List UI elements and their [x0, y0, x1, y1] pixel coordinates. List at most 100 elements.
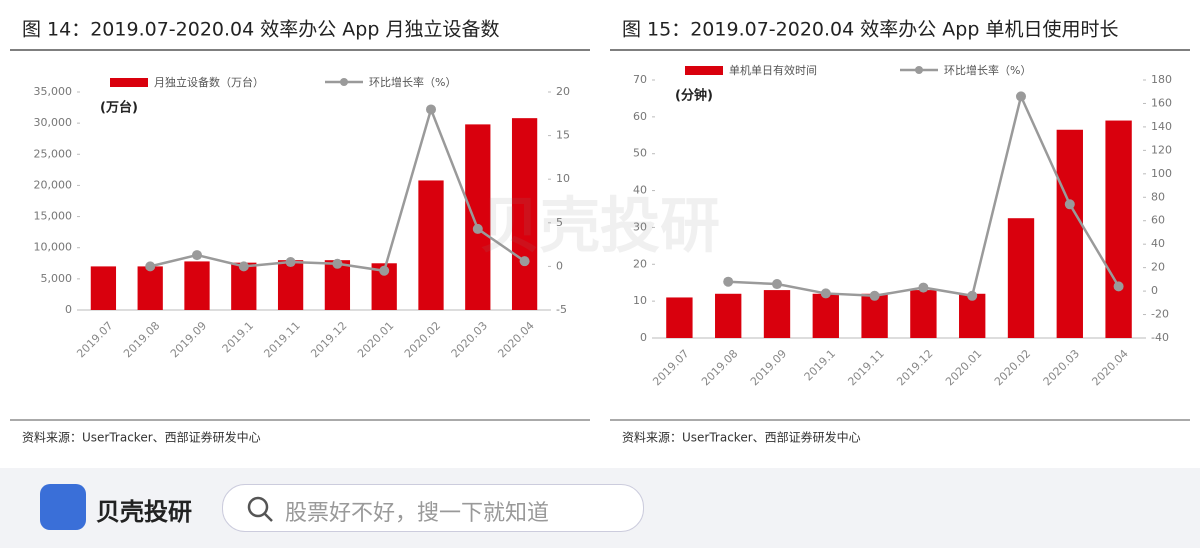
bar	[666, 297, 693, 338]
search-icon	[247, 496, 273, 522]
y-tick-label: 25,000	[34, 147, 73, 160]
chart-title: 图 14：2019.07-2020.04 效率办公 App 月独立设备数	[22, 19, 499, 41]
y2-tick-label: 180	[1151, 73, 1172, 86]
y2-tick-label: 60	[1151, 214, 1165, 227]
y-tick-label: 60	[633, 110, 647, 123]
point	[285, 257, 296, 268]
x-tick-label: 2019.07	[650, 347, 691, 388]
y-tick-label: 50	[633, 147, 647, 160]
bar	[812, 293, 839, 338]
y2-tick-label: 80	[1151, 190, 1165, 203]
unit-label: (万台)	[100, 100, 138, 116]
point	[426, 104, 436, 115]
legend-label: 单机单日有效时间	[729, 63, 817, 77]
bar	[959, 293, 986, 338]
y2-tick-label: 5	[556, 216, 563, 229]
y2-tick-label: -40	[1151, 331, 1169, 344]
search-placeholder: 股票好不好，搜一下就知道	[285, 501, 550, 526]
legend-swatch	[685, 66, 723, 75]
x-tick-label: 2020.01	[943, 347, 984, 388]
point	[869, 290, 880, 301]
x-tick-label: 2019.09	[748, 347, 789, 388]
x-tick-label: 2019.12	[894, 347, 935, 388]
legend-label: 环比增长率（%）	[369, 75, 456, 89]
point	[1113, 281, 1124, 292]
x-tick-label: 2019.11	[261, 319, 302, 360]
x-tick-label: 2020.04	[1089, 347, 1130, 388]
y-tick-label: 5,000	[41, 272, 73, 285]
y2-tick-label: -5	[556, 303, 567, 316]
point	[918, 282, 929, 293]
x-tick-label: 2020.02	[992, 347, 1033, 388]
y-tick-label: 20,000	[34, 178, 73, 191]
legend-swatch	[110, 78, 148, 87]
y2-tick-label: 40	[1151, 237, 1165, 250]
x-tick-label: 2020.03	[1041, 347, 1082, 388]
legend-marker	[340, 78, 348, 86]
logo[interactable]	[40, 484, 86, 530]
y2-tick-label: 0	[556, 259, 563, 272]
brand[interactable]: 贝壳投研	[96, 498, 192, 526]
source: 资料来源：UserTracker、西部证券研发中心	[622, 430, 861, 445]
x-tick-label: 2019.11	[845, 347, 886, 388]
point	[145, 261, 156, 272]
y2-tick-label: 10	[556, 172, 570, 185]
y2-tick-label: -20	[1151, 308, 1169, 321]
chart-title: 图 15：2019.07-2020.04 效率办公 App 单机日使用时长	[622, 19, 1118, 41]
y-tick-label: 15,000	[34, 210, 73, 223]
y2-tick-label: 140	[1151, 120, 1172, 133]
point	[192, 250, 202, 261]
x-tick-label: 2020.03	[449, 319, 490, 360]
y-tick-label: 0	[65, 303, 72, 316]
bar	[715, 293, 742, 338]
y-tick-label: 10,000	[34, 241, 73, 254]
point	[723, 276, 734, 287]
y2-tick-label: 20	[556, 85, 570, 98]
point	[519, 256, 530, 267]
bar	[465, 124, 491, 310]
point	[379, 265, 390, 276]
bar	[763, 290, 791, 338]
bar	[1056, 129, 1083, 338]
x-tick-label: 2019.08	[699, 347, 740, 388]
point	[332, 258, 343, 269]
x-tick-label: 2019.07	[74, 319, 115, 360]
bar	[90, 266, 117, 310]
bar	[137, 266, 163, 310]
point	[238, 261, 249, 272]
point	[472, 223, 483, 234]
legend-marker	[915, 66, 923, 74]
legend-label: 月独立设备数（万台）	[154, 75, 264, 89]
point	[820, 288, 831, 299]
x-tick-label: 2020.04	[495, 319, 536, 360]
bar	[910, 290, 937, 338]
x-tick-label: 2019.12	[308, 319, 349, 360]
legend-label: 环比增长率（%）	[944, 63, 1031, 77]
y-tick-label: 30,000	[34, 116, 73, 129]
y-tick-label: 40	[633, 184, 647, 197]
bar	[1105, 120, 1132, 339]
source: 资料来源：UserTracker、西部证券研发中心	[22, 430, 261, 445]
y2-tick-label: 100	[1151, 167, 1172, 180]
bottom-bar: 贝壳投研 股票好不好，搜一下就知道	[0, 468, 1200, 548]
y-tick-label: 0	[640, 331, 647, 344]
x-tick-label: 2019.08	[121, 319, 162, 360]
charts: 图 14：2019.07-2020.04 效率办公 App 月独立设备数资料来源…	[10, 19, 1190, 445]
point	[1064, 199, 1075, 210]
x-tick-label: 2019.1	[802, 347, 838, 383]
bar	[418, 180, 444, 310]
y2-tick-label: 120	[1151, 143, 1172, 156]
search-box[interactable]: 股票好不好，搜一下就知道	[222, 484, 644, 532]
y2-tick-label: 160	[1151, 96, 1172, 109]
y-tick-label: 20	[633, 257, 647, 270]
bar	[511, 118, 538, 310]
y2-tick-label: 0	[1151, 284, 1158, 297]
y2-tick-label: 20	[1151, 261, 1165, 274]
point	[772, 279, 782, 290]
y-tick-label: 10	[633, 294, 647, 307]
x-tick-label: 2020.02	[402, 319, 443, 360]
bar	[184, 261, 210, 310]
point	[967, 290, 978, 301]
y-tick-label: 30	[633, 220, 647, 233]
